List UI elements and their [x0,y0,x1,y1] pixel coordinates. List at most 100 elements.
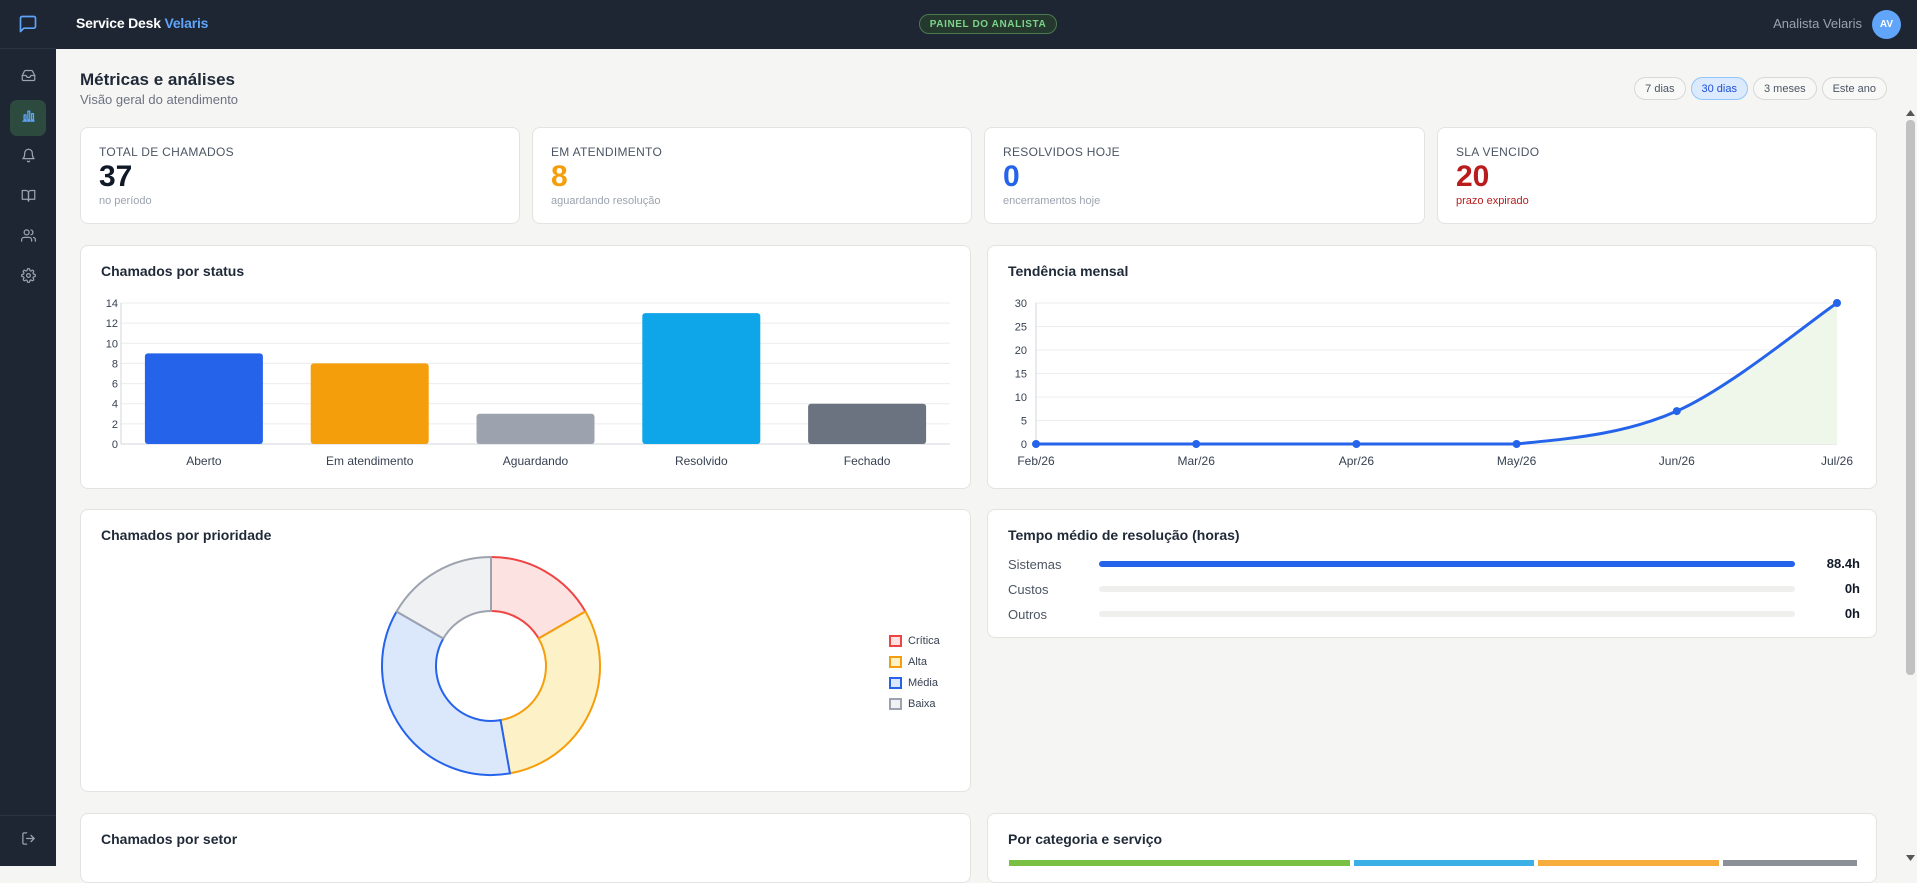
stat-value: 0 [1003,160,1020,193]
resolution-value: 0h [1844,581,1860,596]
x-tick-label: Fechado [844,454,891,468]
trend-point [1032,440,1040,448]
legend-item-critica[interactable]: Crítica [889,630,940,651]
stat-card-resolved-today: RESOLVIDOS HOJE 0 encerramentos hoje [984,127,1425,224]
slice-baixa [395,555,492,640]
scroll-down-arrow-icon[interactable] [1904,853,1917,863]
x-tick-label: Feb/26 [1017,454,1055,468]
card-title: Tendência mensal [1008,263,1129,279]
resolution-bar-track [1099,611,1795,617]
slice-média [381,610,512,776]
y-tick-label: 8 [112,358,118,370]
legend-label: Alta [908,655,927,668]
users-icon [20,228,36,248]
legend-item-media[interactable]: Média [889,672,940,693]
role-badge: PAINEL DO ANALISTA [919,14,1057,34]
sidebar-item-settings[interactable] [10,260,46,296]
resolution-bar-track [1099,586,1795,592]
brand-accent: Velaris [164,15,209,31]
legend-label: Crítica [908,634,940,647]
priority-legend: Crítica Alta Média Baixa [889,630,940,714]
status-bar-chart: 0 2 4 6 8 10 12 14 Aberto Em atendimento Aguardand… [106,298,950,468]
range-30-days-button[interactable]: 30 dias [1690,77,1748,100]
user-name[interactable]: Analista Velaris [1773,16,1862,31]
legend-swatch [889,697,902,710]
category-segment [1723,860,1857,866]
category-segment [1538,860,1719,866]
logout-button[interactable] [0,815,56,866]
x-tick-label: Resolvido [675,454,728,468]
stat-label: TOTAL DE CHAMADOS [99,145,234,159]
sector-chart-card: Chamados por setor [80,813,971,883]
resolution-label: Outros [1008,607,1048,622]
resolution-label: Custos [1008,582,1049,597]
sidebar-item-inbox[interactable] [10,60,46,96]
resolution-bar-track [1099,561,1795,567]
trend-area [1036,303,1837,444]
bar-chart-icon [21,108,36,128]
stat-label: RESOLVIDOS HOJE [1003,145,1120,159]
y-tick-label: 20 [1015,345,1027,357]
card-title: Chamados por setor [101,831,238,847]
y-tick-label: 25 [1015,322,1027,334]
y-tick-label: 10 [1015,392,1027,404]
y-tick-label: 4 [112,399,118,411]
priority-chart-card: Chamados por prioridade Crítica Alta Méd… [80,509,971,792]
logout-icon [21,831,36,851]
category-segment [1354,860,1534,866]
resolution-time-card: Tempo médio de resolução (horas) Sistema… [987,509,1877,638]
resolution-label: Sistemas [1008,557,1062,572]
bar-aberto [144,353,263,444]
sidebar [0,0,56,866]
y-tick-label: 12 [106,318,118,330]
sidebar-item-knowledge[interactable] [10,180,46,216]
stat-card-total: TOTAL DE CHAMADOS 37 no período [80,127,520,224]
priority-donut-chart [381,555,601,776]
bar-em-atendimento [310,363,429,444]
chat-logo-icon[interactable] [0,0,56,49]
stat-value: 20 [1456,160,1490,193]
range-this-year-button[interactable]: Este ano [1821,77,1887,100]
sidebar-item-metrics[interactable] [10,100,46,136]
page-subtitle: Visão geral do atendimento [80,92,239,107]
x-tick-label: Apr/26 [1339,454,1375,468]
y-tick-label: 5 [1021,416,1027,428]
y-tick-label: 0 [1021,439,1027,451]
page-scrollbar[interactable] [1904,108,1917,866]
range-3-months-button[interactable]: 3 meses [1753,77,1817,100]
trend-point [1672,407,1681,416]
avatar[interactable]: AV [1872,10,1901,39]
page-title: Métricas e análises [80,70,235,89]
sidebar-item-notifications[interactable] [10,140,46,176]
slice-alta [499,610,601,775]
legend-item-baixa[interactable]: Baixa [889,693,940,714]
stat-subtext: encerramentos hoje [1003,195,1101,207]
bar-aguardando [476,413,595,444]
range-7-days-button[interactable]: 7 dias [1634,77,1686,100]
sidebar-item-users[interactable] [10,220,46,256]
bar-resolvido [642,313,761,444]
trend-line [1035,301,1838,446]
scroll-up-arrow-icon[interactable] [1904,108,1917,118]
legend-label: Baixa [908,697,936,710]
x-tick-label: Aberto [186,454,222,468]
y-tick-label: 10 [106,338,118,350]
card-title: Por categoria e serviço [1008,831,1163,847]
bar-fechado [808,403,927,444]
bell-icon [21,148,36,168]
trend-line-chart: 0 5 10 15 20 25 30 Feb/26 Mar/26 Apr/26 May/26 Jun/… [1015,298,1854,468]
x-tick-label: Aguardando [503,454,569,468]
scroll-thumb[interactable] [1906,120,1915,675]
stat-subtext: aguardando resolução [551,195,661,207]
stat-subtext: no período [99,195,152,207]
card-title: Tempo médio de resolução (horas) [1008,527,1240,543]
brand-main: Service Desk [76,15,161,31]
book-icon [21,188,36,208]
y-tick-label: 15 [1015,369,1027,381]
resolution-row: Outros 0h [1008,604,1860,624]
y-tick-label: 0 [112,439,118,451]
legend-item-alta[interactable]: Alta [889,651,940,672]
brand-title[interactable]: Service Desk Velaris [76,15,208,31]
trend-chart-card: Tendência mensal 0 5 10 15 20 25 30 Feb/26 Mar/2… [987,245,1877,489]
y-tick-label: 6 [112,379,118,391]
